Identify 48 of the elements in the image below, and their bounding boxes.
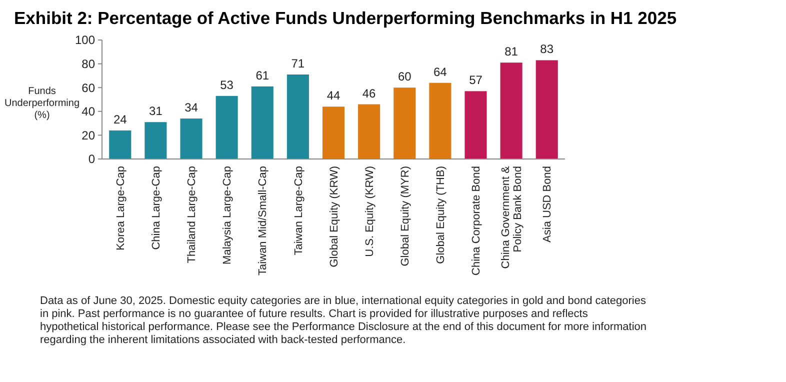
- data-label: 81: [504, 44, 518, 59]
- x-tick-label: Global Equity (MYR): [399, 166, 412, 266]
- bar: [429, 82, 452, 159]
- bar: [251, 86, 274, 159]
- data-label: 64: [434, 64, 448, 79]
- y-tick-label: 60: [82, 80, 96, 95]
- y-tick-label: 100: [74, 33, 96, 48]
- x-tick-label: Taiwan Mid/Small-Cap: [257, 166, 270, 276]
- x-tick-label: Korea Large-Cap: [114, 166, 127, 250]
- bar: [500, 62, 522, 159]
- x-tick-label: U.S. Equity (KRW): [364, 166, 376, 257]
- y-tick-label: 20: [82, 128, 96, 142]
- data-label: 24: [113, 112, 128, 126]
- x-tick-label: Global Equity (THB): [435, 166, 448, 264]
- y-tick-label: 80: [82, 57, 96, 71]
- x-tick-label: Taiwan Large-Cap: [292, 166, 305, 256]
- bar: [464, 91, 487, 159]
- text: Data as of June 30, 2025. Domestic equity categories are in blue, international equity categories in gold and bond categories in pink. Past performance is no guarantee of future results. Chart is provided for illustrative purposes and reflects hypothetical historical performance. Please see the Performance Disclosure at the end of this document for more information regarding the inherent limitations associated with back-tested performance.: [40, 295, 647, 346]
- data-label: 31: [149, 104, 163, 118]
- y-tick-label: 40: [82, 104, 96, 119]
- x-tick-label: Global Equity (KRW): [328, 166, 340, 268]
- data-label: 57: [469, 73, 483, 88]
- data-label: 34: [184, 100, 198, 115]
- data-label: 61: [256, 68, 270, 82]
- bar: [322, 106, 345, 159]
- bar: [216, 96, 238, 159]
- data-label: 83: [540, 42, 554, 56]
- chart-title: Exhibit 2: Percentage of Active Funds Underperforming Benchmarks in H1 2025: [14, 8, 677, 28]
- data-label: 53: [220, 78, 234, 92]
- x-tick-label: Asia USD Bond: [542, 166, 554, 242]
- x-tick-label: China Government & Policy Bank Bond: [500, 165, 524, 269]
- x-tick-label: Thailand Large-Cap: [186, 166, 198, 264]
- data-label: 60: [398, 70, 412, 84]
- x-tick-label: Malaysia Large-Cap: [222, 166, 234, 264]
- x-tick-label: China Corporate Bond: [470, 166, 483, 276]
- bar: [536, 60, 558, 159]
- bar: [394, 88, 416, 159]
- y-axis-title: Funds Underperforming (%): [4, 86, 80, 121]
- bar: [109, 130, 132, 159]
- data-label: 71: [291, 56, 305, 71]
- data-label: 44: [326, 88, 340, 103]
- bar: [144, 122, 167, 159]
- data-label: 46: [362, 86, 376, 100]
- x-tick-label: China Large-Cap: [150, 166, 163, 250]
- y-tick-label: 0: [88, 152, 96, 166]
- bar: [286, 74, 309, 159]
- bar: [358, 104, 380, 159]
- bar: [180, 118, 202, 159]
